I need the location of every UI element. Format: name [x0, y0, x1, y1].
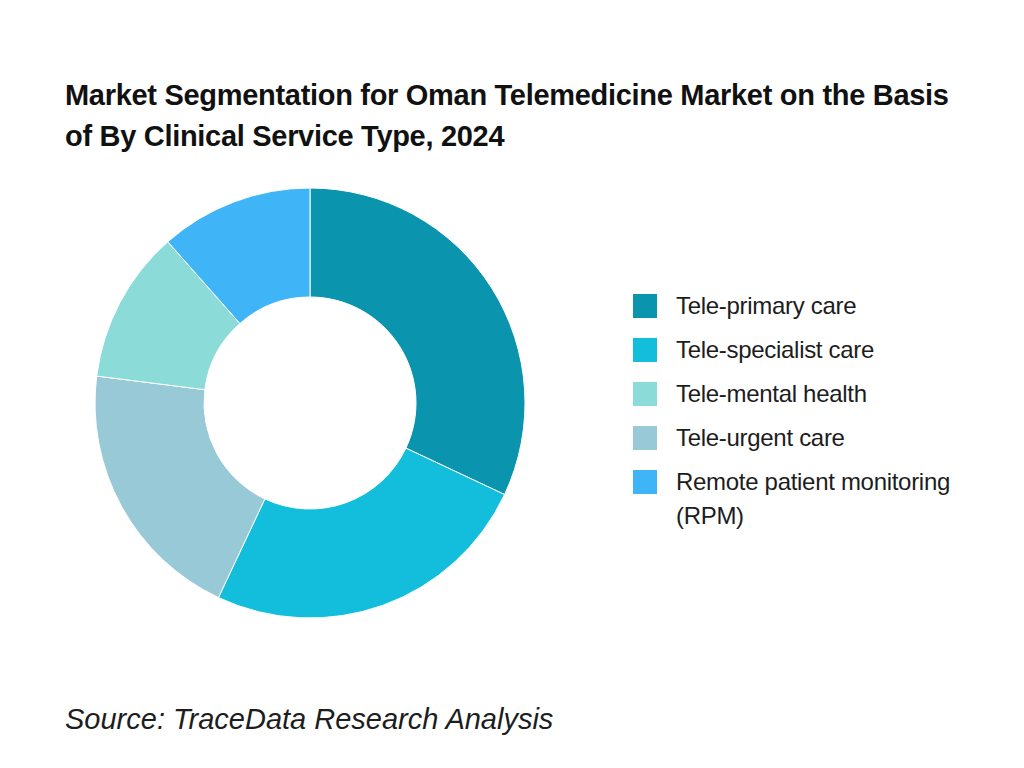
source-note: Source: TraceData Research Analysis — [65, 701, 553, 737]
chart-page: Market Segmentation for Oman Telemedicin… — [0, 0, 1024, 768]
donut-chart-svg — [95, 188, 525, 618]
legend-swatch — [633, 382, 657, 406]
donut-chart — [95, 188, 525, 618]
legend-item: Remote patient monitoring (RPM) — [633, 465, 1003, 533]
legend-item: Tele-mental health — [633, 377, 1003, 411]
legend-swatch — [633, 338, 657, 362]
legend-swatch — [633, 294, 657, 318]
chart-title: Market Segmentation for Oman Telemedicin… — [65, 75, 965, 157]
legend-item: Tele-urgent care — [633, 421, 1003, 455]
legend-label: Tele-specialist care — [676, 333, 874, 367]
legend-label: Remote patient monitoring (RPM) — [676, 465, 988, 533]
chart-legend: Tele-primary care Tele-specialist care Tel… — [633, 289, 1003, 543]
legend-label: Tele-urgent care — [676, 421, 845, 455]
legend-item: Tele-specialist care — [633, 333, 1003, 367]
legend-label: Tele-mental health — [676, 377, 867, 411]
legend-swatch — [633, 470, 657, 494]
legend-item: Tele-primary care — [633, 289, 1003, 323]
donut-slice-tele-primary-care — [310, 188, 525, 495]
legend-label: Tele-primary care — [676, 289, 856, 323]
legend-swatch — [633, 426, 657, 450]
